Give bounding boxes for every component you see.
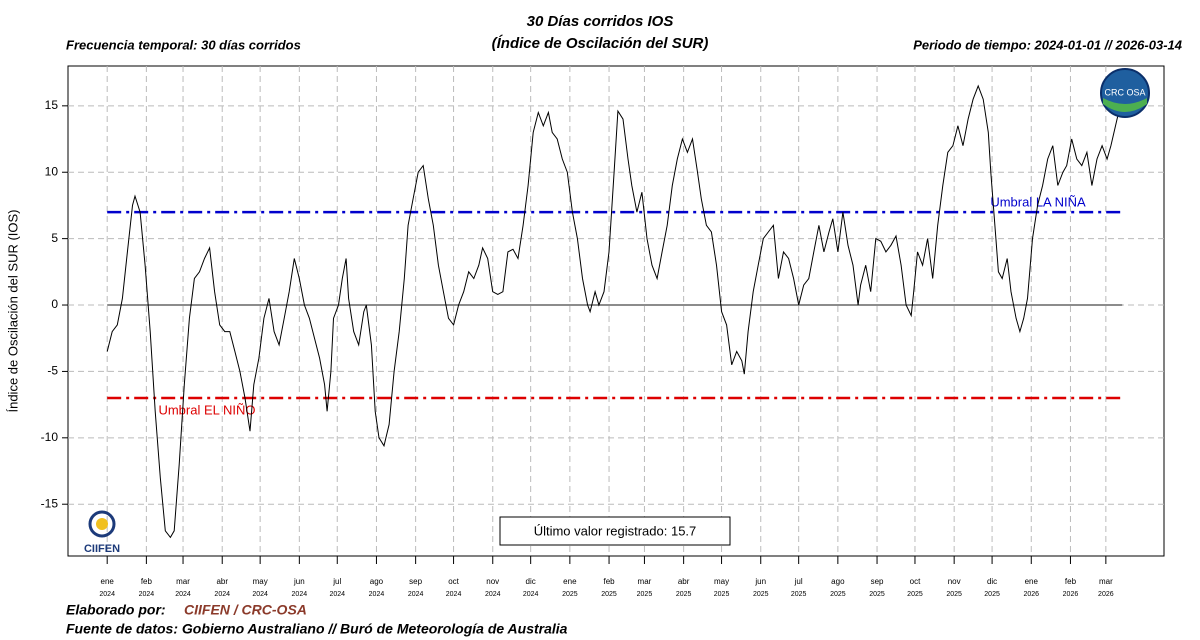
x-tick-label: feb	[603, 577, 615, 586]
x-tick-label: feb	[141, 577, 153, 586]
footer-source: Fuente de datos: Gobierno Australiano //…	[66, 621, 568, 637]
y-tick-label: 0	[51, 297, 58, 311]
x-tick-year: 2025	[869, 591, 885, 598]
footer-author: CIIFEN / CRC-OSA	[184, 602, 307, 618]
x-tick-label: feb	[1065, 577, 1077, 586]
x-tick-year: 2025	[791, 591, 807, 598]
y-tick-label: 10	[45, 164, 59, 178]
x-tick-year: 2025	[562, 591, 578, 598]
x-tick-year: 2024	[214, 591, 230, 598]
x-tick-year: 2026	[1063, 591, 1079, 598]
footer-label: Elaborado por:	[66, 602, 166, 618]
x-tick-label: jun	[754, 577, 766, 586]
x-tick-label: abr	[216, 577, 228, 586]
logo-sun	[96, 518, 108, 530]
x-tick-year: 2025	[753, 591, 769, 598]
plot-frame	[67, 65, 1165, 557]
x-tick-label: mar	[638, 577, 652, 586]
x-tick-label: dic	[526, 577, 536, 586]
data-line	[106, 84, 1123, 539]
crc-logo: CRC OSA	[1100, 68, 1150, 118]
x-tick-label: abr	[678, 577, 690, 586]
x-tick-year: 2025	[830, 591, 846, 598]
x-tick-year: 2024	[408, 591, 424, 598]
y-tick-label: -15	[41, 496, 59, 510]
x-tick-year: 2024	[485, 591, 501, 598]
x-tick-year: 2024	[329, 591, 345, 598]
right-note: Periodo de tiempo: 2024-01-01 // 2026-03…	[913, 37, 1183, 52]
logo-text: CIIFEN	[84, 543, 120, 555]
x-tick-year: 2025	[907, 591, 923, 598]
plot-area: -15 -10 -5 0 5 10 15 ene 2024 feb 2024 mar 2024 abr 20…	[41, 66, 1164, 598]
x-tick-label: mar	[1099, 577, 1113, 586]
x-tick-label: jul	[332, 577, 341, 586]
y-tick-label: 15	[45, 98, 59, 112]
x-tick-year: 2024	[292, 591, 308, 598]
logo-circle	[88, 510, 116, 538]
x-tick-year: 2024	[252, 591, 268, 598]
logo-text: CRC OSA	[1104, 87, 1145, 97]
x-tick-year: 2026	[1023, 591, 1039, 598]
y-tick-label: 5	[51, 231, 58, 245]
x-tick-label: jul	[794, 577, 803, 586]
x-tick-year: 2025	[676, 591, 692, 598]
x-tick-year: 2025	[637, 591, 653, 598]
x-tick-year: 2024	[175, 591, 191, 598]
x-tick-year: 2025	[946, 591, 962, 598]
chart-subtitle: (Índice de Oscilación del SUR)	[492, 35, 709, 52]
x-tick-year: 2024	[139, 591, 155, 598]
annotation-box	[499, 516, 731, 546]
x-tick-label: sep	[409, 577, 422, 586]
x-tick-label: ene	[101, 577, 115, 586]
x-tick-label: ene	[563, 577, 577, 586]
x-tick-year: 2024	[369, 591, 385, 598]
y-axis-label: Índice de Oscilación del SUR (IOS)	[5, 209, 20, 412]
x-tick-label: mar	[176, 577, 190, 586]
x-tick-year: 2025	[984, 591, 1000, 598]
x-tick-label: sep	[871, 577, 884, 586]
x-tick-label: may	[714, 577, 729, 586]
threshold-label: Umbral EL NIÑO	[158, 402, 255, 417]
x-tick-label: ago	[370, 577, 384, 586]
chart-title: 30 Días corridos IOS	[527, 13, 674, 30]
x-tick-label: ene	[1025, 577, 1039, 586]
x-tick-label: jun	[293, 577, 305, 586]
x-tick-label: nov	[486, 577, 499, 586]
x-tick-year: 2026	[1098, 591, 1114, 598]
ciifen-logo: CIIFEN	[84, 510, 120, 555]
left-note: Frecuencia temporal: 30 días corridos	[66, 37, 301, 52]
logo-band	[1103, 98, 1147, 112]
x-tick-label: dic	[987, 577, 997, 586]
y-tick-label: -10	[41, 430, 59, 444]
annotation: Último valor registrado: 15.7	[534, 523, 697, 538]
x-tick-year: 2024	[99, 591, 115, 598]
x-tick-label: may	[253, 577, 268, 586]
x-tick-year: 2025	[714, 591, 730, 598]
x-tick-label: oct	[448, 577, 459, 586]
x-tick-year: 2025	[601, 591, 617, 598]
x-tick-label: oct	[910, 577, 921, 586]
x-tick-year: 2024	[523, 591, 539, 598]
x-tick-label: nov	[948, 577, 961, 586]
y-tick-label: -5	[47, 364, 58, 378]
x-tick-year: 2024	[446, 591, 462, 598]
x-tick-label: ago	[831, 577, 845, 586]
